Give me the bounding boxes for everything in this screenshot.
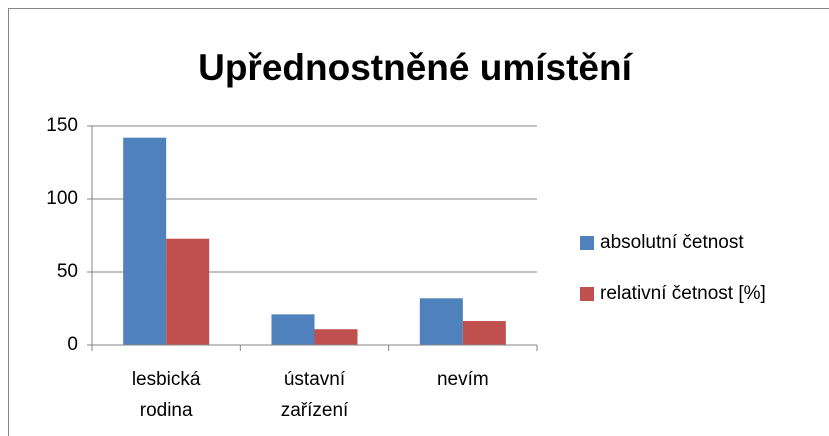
legend-label: relativní četnost [%] bbox=[600, 283, 766, 304]
bar bbox=[314, 329, 358, 345]
x-tick-label: lesbická rodina bbox=[132, 369, 201, 421]
bar bbox=[123, 137, 167, 345]
y-tick-label: 100 bbox=[46, 188, 78, 209]
chart-title: Upřednostněné umístění bbox=[198, 47, 633, 88]
x-tick-label: nevím bbox=[437, 369, 489, 390]
x-tick-label: ústavní zařízení bbox=[281, 369, 349, 421]
legend-swatch bbox=[580, 236, 594, 250]
bar bbox=[419, 298, 463, 345]
legend-label: absolutní četnost bbox=[600, 232, 744, 253]
legend-swatch bbox=[580, 287, 594, 301]
bar bbox=[462, 321, 506, 345]
bar bbox=[166, 238, 210, 345]
y-tick-label: 50 bbox=[57, 261, 78, 282]
y-tick-label: 150 bbox=[46, 115, 78, 136]
y-tick-label: 0 bbox=[67, 334, 78, 355]
bar bbox=[271, 314, 315, 345]
